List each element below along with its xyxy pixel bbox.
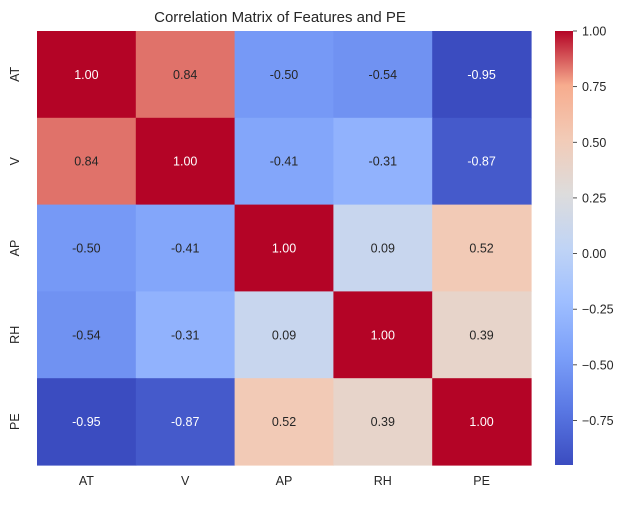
heatmap-cell-AT-AP bbox=[234, 31, 334, 119]
colorbar-tick-label-4: 0.25 bbox=[582, 191, 606, 205]
heatmap-cell-V-AP bbox=[234, 117, 334, 206]
cell-value-label-PE-AT: -0.95 bbox=[72, 415, 101, 429]
x-tick-label-PE: PE bbox=[473, 474, 490, 488]
heatmap-cell-AT-AT bbox=[37, 31, 137, 119]
cell-value-label-AP-PE: 0.52 bbox=[469, 242, 493, 256]
y-axis-tick-labels: AT V AP RH PE bbox=[8, 67, 22, 430]
cell-value-label-PE-V: -0.87 bbox=[171, 415, 200, 429]
cell-value-label-AP-AP: 1.00 bbox=[272, 242, 296, 256]
cell-value-label-V-AP: -0.41 bbox=[270, 155, 299, 169]
heatmap-cell-RH-AP bbox=[234, 291, 334, 379]
cell-value-label-V-V: 1.00 bbox=[173, 155, 197, 169]
heatmap-cell-RH-RH bbox=[333, 291, 433, 379]
cell-value-label-AT-AP: -0.50 bbox=[270, 68, 299, 82]
heatmap-cell-V-PE bbox=[432, 117, 532, 206]
colorbar-tick-label-5: 0.50 bbox=[582, 136, 606, 150]
cell-value-label-RH-V: -0.31 bbox=[171, 328, 200, 342]
heatmap-cell-RH-PE bbox=[432, 291, 532, 379]
cell-value-label-RH-PE: 0.39 bbox=[469, 328, 493, 342]
colorbar-tick-label-1: −0.50 bbox=[582, 358, 614, 372]
chart-title: Correlation Matrix of Features and PE bbox=[154, 9, 406, 26]
heatmap-cell-AT-V bbox=[135, 31, 236, 119]
y-tick-label-AT: AT bbox=[8, 67, 22, 82]
colorbar-tick-label-3: 0.00 bbox=[582, 247, 606, 261]
y-tick-label-PE: PE bbox=[8, 413, 22, 430]
heatmap-cell-V-RH bbox=[333, 117, 433, 206]
cell-value-label-V-AT: 0.84 bbox=[74, 155, 98, 169]
heatmap-cells bbox=[37, 31, 532, 466]
cell-value-label-AT-PE: -0.95 bbox=[467, 68, 496, 82]
cell-value-label-PE-PE: 1.00 bbox=[469, 415, 493, 429]
cell-value-label-AP-RH: 0.09 bbox=[371, 242, 395, 256]
colorbar-tick-label-0: −0.75 bbox=[582, 414, 614, 428]
y-tick-label-V: V bbox=[8, 156, 22, 165]
cell-value-label-AP-AT: -0.50 bbox=[72, 242, 101, 256]
colorbar-tick-label-6: 0.75 bbox=[582, 80, 606, 94]
heatmap-cell-AP-AP bbox=[234, 204, 334, 292]
cell-value-label-AT-RH: -0.54 bbox=[369, 68, 398, 82]
heatmap-cell-PE-AT bbox=[37, 378, 137, 466]
heatmap-cell-PE-AP bbox=[234, 378, 334, 466]
heatmap-cell-V-V bbox=[135, 117, 236, 206]
cell-value-label-V-PE: -0.87 bbox=[467, 155, 496, 169]
heatmap-cell-RH-V bbox=[135, 291, 236, 379]
heatmap-cell-AT-RH bbox=[333, 31, 433, 119]
x-tick-label-AT: AT bbox=[79, 474, 94, 488]
colorbar-tick-label-2: −0.25 bbox=[582, 303, 614, 317]
heatmap-cell-AP-AT bbox=[37, 204, 137, 292]
heatmap-cell-V-AT bbox=[37, 117, 137, 206]
colorbar-tick-label-7: 1.00 bbox=[582, 25, 606, 39]
y-tick-label-RH: RH bbox=[8, 326, 22, 344]
x-tick-label-V: V bbox=[181, 474, 190, 488]
cell-value-label-AT-AT: 1.00 bbox=[74, 68, 98, 82]
cell-value-label-RH-RH: 1.00 bbox=[371, 328, 395, 342]
heatmap-cell-RH-AT bbox=[37, 291, 137, 379]
heatmap-cell-labels: 1.00 0.84 -0.50 -0.54 -0.95 0.84 1.00 -0.41 -0.3… bbox=[72, 68, 496, 429]
x-axis-tick-labels: AT V AP RH PE bbox=[79, 474, 490, 488]
y-tick-label-AP: AP bbox=[8, 240, 22, 257]
colorbar-gradient bbox=[555, 31, 573, 465]
heatmap-cell-AP-V bbox=[135, 204, 236, 292]
heatmap-cell-PE-V bbox=[135, 378, 236, 466]
cell-value-label-AT-V: 0.84 bbox=[173, 68, 197, 82]
cell-value-label-AP-V: -0.41 bbox=[171, 242, 200, 256]
cell-value-label-V-RH: -0.31 bbox=[369, 155, 398, 169]
heatmap-cell-AP-RH bbox=[333, 204, 433, 292]
x-tick-label-RH: RH bbox=[374, 474, 392, 488]
cell-value-label-PE-AP: 0.52 bbox=[272, 415, 296, 429]
heatmap-cell-PE-RH bbox=[333, 378, 433, 466]
x-tick-label-AP: AP bbox=[276, 474, 293, 488]
cell-value-label-RH-AT: -0.54 bbox=[72, 328, 101, 342]
cell-value-label-PE-RH: 0.39 bbox=[371, 415, 395, 429]
heatmap-cell-AT-PE bbox=[432, 31, 532, 119]
heatmap-cell-AP-PE bbox=[432, 204, 532, 292]
cell-value-label-RH-AP: 0.09 bbox=[272, 328, 296, 342]
colorbar: −0.75 −0.50 −0.25 0.00 0.25 0.50 0.75 1.00 bbox=[555, 25, 614, 465]
heatmap-cell-PE-PE bbox=[432, 378, 532, 466]
